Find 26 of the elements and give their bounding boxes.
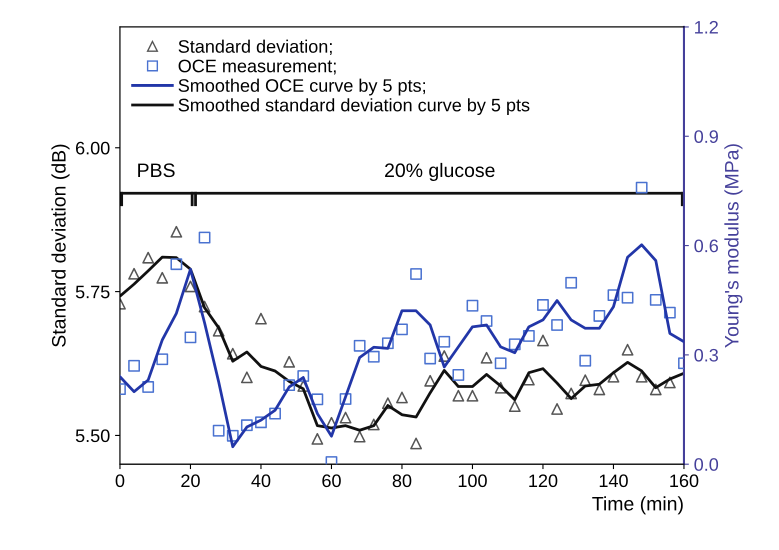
legend-label: Standard deviation; bbox=[178, 40, 332, 55]
legend-label: Smoothed standard deviation curve by 5 pts bbox=[178, 98, 530, 116]
annotation: 20% glucose bbox=[385, 162, 495, 181]
x-tick-label: 20 bbox=[181, 474, 200, 488]
x-tick-label: 40 bbox=[251, 474, 270, 488]
legend-label: OCE measurement; bbox=[178, 60, 336, 75]
x-tick-label: 60 bbox=[322, 474, 341, 488]
x-tick-label: 120 bbox=[529, 474, 558, 488]
y-tick-label: 5.50 bbox=[76, 429, 110, 442]
y2-tick-label: 0.3 bbox=[694, 348, 718, 362]
y2-tick-label: 0.6 bbox=[694, 240, 718, 252]
x-tick-label: 0 bbox=[116, 474, 124, 488]
annotation: PBS bbox=[138, 163, 175, 178]
x-axis-title: Time (min) bbox=[592, 496, 683, 514]
y2-tick-label: 1.2 bbox=[695, 20, 718, 34]
y-tick-label: 5.75 bbox=[76, 286, 110, 298]
y2-tick-label: 0.0 bbox=[694, 458, 718, 471]
y2-axis-title: Young's modulus (MPa) bbox=[724, 144, 742, 348]
y2-tick-label: 0.9 bbox=[694, 130, 718, 143]
x-tick-label: 140 bbox=[600, 474, 628, 488]
y-tick-label: 6.00 bbox=[76, 142, 110, 154]
x-tick-label: 80 bbox=[392, 474, 412, 488]
x-tick-label: 160 bbox=[670, 474, 698, 488]
y-axis-title: Standard deviation (dB) bbox=[51, 144, 70, 347]
legend-label: Smoothed OCE curve by 5 pts; bbox=[178, 78, 425, 96]
x-tick-label: 100 bbox=[458, 474, 487, 488]
